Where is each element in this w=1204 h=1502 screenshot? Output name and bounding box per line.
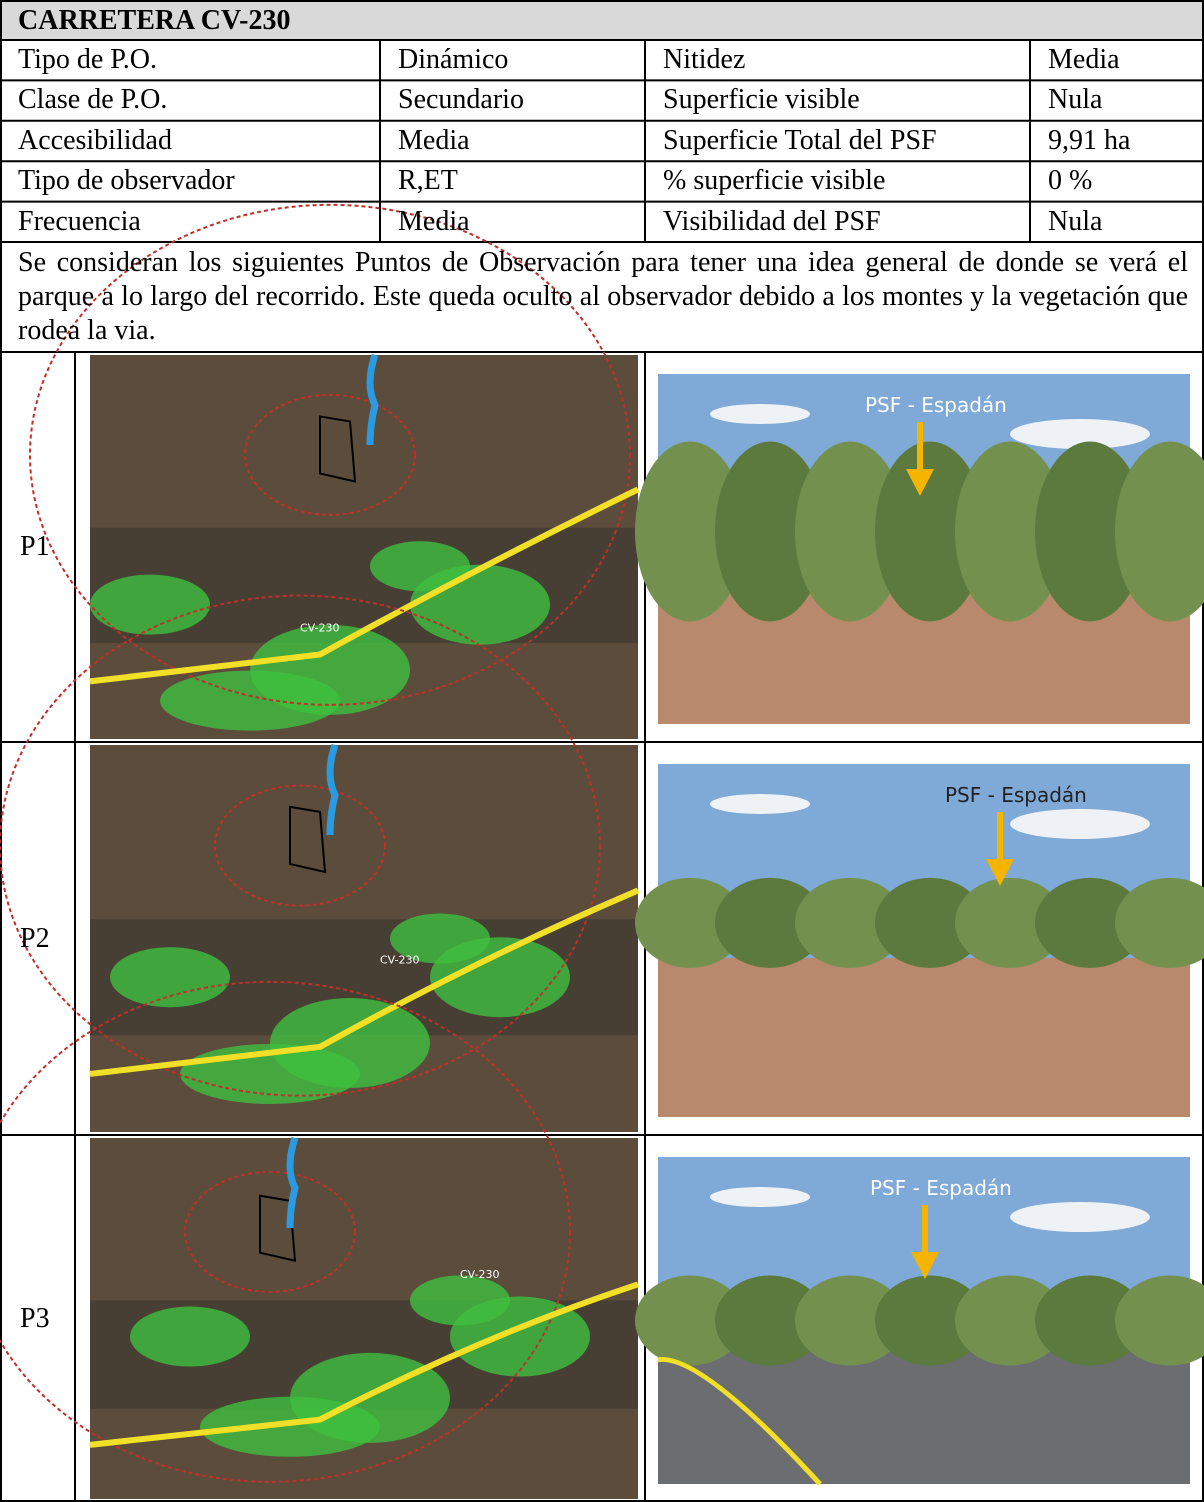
- tree: [875, 1275, 985, 1366]
- photo-image: PSF - Espadán: [635, 764, 1204, 1117]
- buffer-ring: [214, 784, 386, 907]
- cell: Media: [1048, 44, 1120, 75]
- map-label: CV-230: [460, 1268, 500, 1281]
- tree: [715, 441, 825, 622]
- cell: Tipo de observador: [18, 165, 235, 197]
- cell: Nula: [1048, 84, 1103, 116]
- cloud: [710, 1187, 810, 1207]
- cell: 0 %: [1048, 165, 1093, 197]
- cell: Nitidez: [663, 44, 746, 75]
- photo-label: PSF - Espadán: [945, 783, 1087, 807]
- river: [326, 743, 339, 836]
- buffer-ring: [244, 393, 416, 516]
- road: [89, 1281, 639, 1448]
- vegetation: [160, 670, 340, 731]
- tree: [875, 877, 985, 968]
- tree: [1035, 877, 1145, 968]
- ground: [658, 958, 1190, 1117]
- cloud: [710, 404, 810, 424]
- cell: % superficie visible: [663, 165, 886, 197]
- cell: Secundario: [398, 84, 524, 116]
- map-label: CV-230: [300, 621, 340, 634]
- tree: [715, 877, 825, 968]
- tree: [635, 877, 745, 968]
- photo-label: PSF - Espadán: [870, 1176, 1012, 1200]
- cell: 9,91 ha: [1048, 124, 1131, 156]
- cell: Nula: [1048, 205, 1103, 237]
- title: CARRETERA CV-230: [18, 5, 291, 36]
- vegetation: [90, 574, 210, 635]
- vegetation: [130, 1306, 250, 1367]
- map-image: CV-230: [0, 594, 640, 1132]
- plot: [319, 415, 357, 483]
- point-label: P3: [20, 1302, 50, 1334]
- buffer-ring: [0, 980, 571, 1483]
- tree: [1035, 1275, 1145, 1366]
- cell: Media: [398, 124, 470, 156]
- cell: Superficie Total del PSF: [663, 124, 937, 156]
- tree: [635, 441, 745, 622]
- vegetation: [110, 947, 230, 1008]
- tree: [795, 877, 905, 968]
- plot: [289, 805, 327, 874]
- buffer-ring: [184, 1170, 356, 1293]
- river: [366, 353, 379, 446]
- road: [89, 887, 640, 1077]
- tree: [635, 1275, 745, 1366]
- buffer-ring: [0, 594, 601, 1097]
- cell: Dinámico: [398, 44, 509, 75]
- vegetation: [410, 1275, 510, 1326]
- arrow-head: [906, 469, 934, 496]
- cloud: [1010, 809, 1150, 839]
- point-label: P2: [20, 922, 50, 954]
- road-line: [657, 1356, 822, 1486]
- cloud: [1010, 419, 1150, 449]
- tree: [715, 1275, 825, 1366]
- road: [89, 486, 640, 685]
- tree: [795, 441, 905, 622]
- buffer-ring: [29, 203, 631, 706]
- vegetation: [370, 541, 470, 592]
- cell: Superficie visible: [663, 84, 860, 116]
- header-bg: [0, 0, 1204, 40]
- map-image: CV-230: [0, 980, 639, 1499]
- river: [286, 1136, 299, 1229]
- point-label: P1: [20, 531, 50, 562]
- tree: [875, 441, 985, 622]
- cell: Media: [398, 205, 470, 237]
- plot: [259, 1194, 297, 1263]
- cell: Clase de P.O.: [18, 84, 168, 116]
- tree: [1115, 441, 1204, 622]
- cell: Tipo de P.O.: [18, 44, 158, 75]
- cloud: [1010, 1202, 1150, 1232]
- tree: [1115, 877, 1204, 968]
- cell: Visibilidad del PSF: [663, 205, 881, 237]
- cell: Accesibilidad: [18, 124, 172, 156]
- tree: [955, 877, 1065, 968]
- cell: Frecuencia: [18, 205, 141, 237]
- description: Se consideran los siguientes Puntos de O…: [18, 247, 1188, 346]
- vegetation: [390, 913, 490, 964]
- tree: [795, 1275, 905, 1366]
- map-image: CV-230: [29, 203, 640, 739]
- arrow-head: [986, 859, 1014, 886]
- photo-image: PSF - Espadán: [635, 374, 1204, 724]
- tree: [955, 1275, 1065, 1366]
- cloud: [710, 794, 810, 814]
- photo-label: PSF - Espadán: [865, 393, 1007, 417]
- map-label: CV-230: [380, 954, 420, 967]
- arrow-head: [911, 1252, 939, 1279]
- tree: [1115, 1275, 1204, 1366]
- tree: [955, 441, 1065, 622]
- tree: [1035, 441, 1145, 622]
- photo-image: PSF - Espadán: [635, 1157, 1204, 1486]
- cell: R,ET: [398, 165, 458, 197]
